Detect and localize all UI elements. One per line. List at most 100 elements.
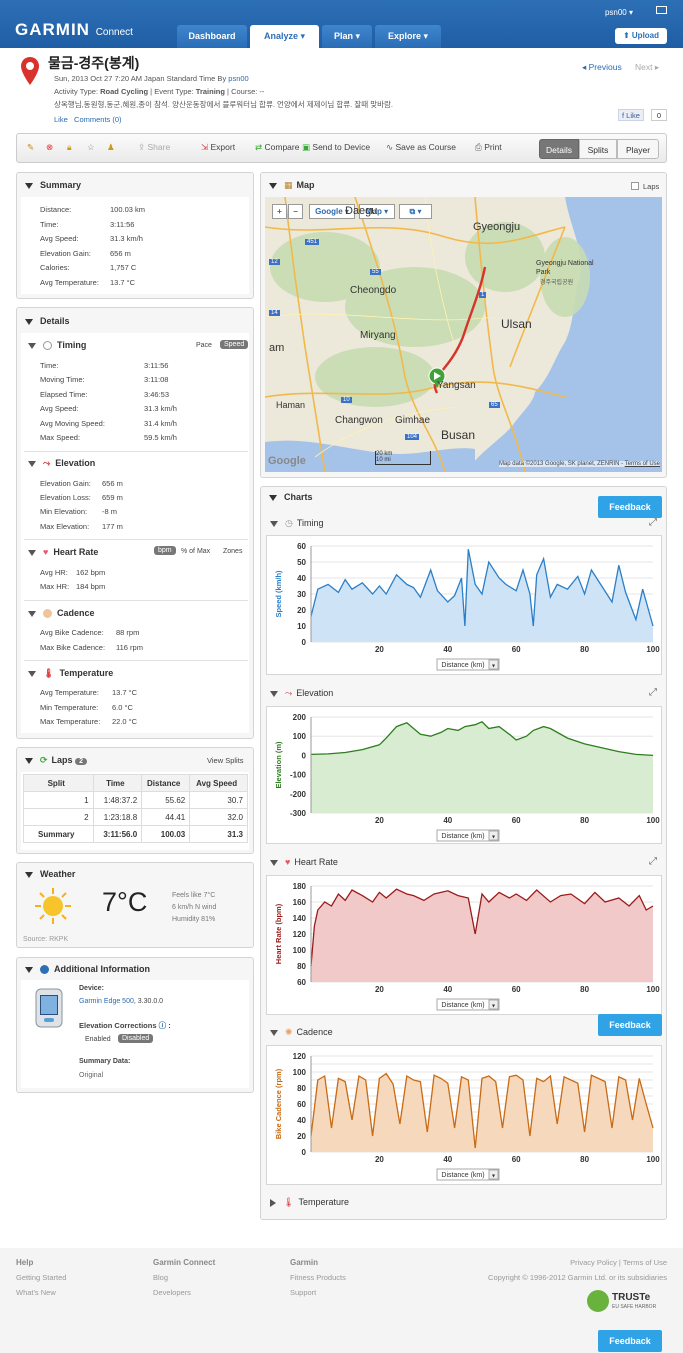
footer-link[interactable]: Blog [153,1273,169,1282]
map-type-dropdown[interactable]: Map ▾ [359,204,395,219]
weather-header[interactable]: Weather [25,869,75,879]
next-link[interactable]: Next ▸ [635,62,660,72]
summary-header[interactable]: Summary [25,180,81,190]
expand-chart-icon[interactable]: ⤢ [649,856,657,867]
heart-rate-chart[interactable]: 60 80 100 120 140 160 180 20 40 60 80 100 Heart Rate… [266,875,662,1015]
print-button[interactable]: ⎙ Print [475,142,502,152]
garmin-edge-device-icon [35,988,63,1028]
timing-section-header[interactable]: Timing [28,340,86,351]
laps-header[interactable]: ⟳ Laps 2 [25,755,87,766]
favorite-star-icon[interactable]: ☆ [87,142,95,152]
x-tick-label: 100 [646,645,660,654]
zoom-out-button[interactable]: − [288,204,303,219]
export-button[interactable]: ⇲ Export [201,142,236,152]
heart-rate-chart-header[interactable]: ♥ Heart Rate [270,857,338,867]
mail-icon[interactable] [656,6,667,14]
clock-icon: ◷ [285,518,293,528]
comments-link[interactable]: Comments (0) [74,115,122,124]
cadence-section-header[interactable]: Cadence [28,608,95,619]
elevation-disabled-option[interactable]: Disabled [118,1034,154,1043]
laps-checkbox[interactable] [631,182,639,190]
route-map[interactable]: + − Google ▾ Map ▾ ⧉ ▾ Daegu Gyeongju Gy… [265,197,662,472]
speed-toggle[interactable]: Speed [220,340,249,349]
footer-link[interactable]: Getting Started [16,1273,67,1282]
truste-seal[interactable]: TRUSTe EU SAFE HARBOR [587,1290,667,1314]
cadence-icon: ✺ [285,1027,293,1037]
elevation-section-header[interactable]: ⤳ Elevation [28,458,95,469]
table-row[interactable]: 2 1:23:18.8 44.41 32.0 [23,808,248,826]
owner-link[interactable]: psn00 [228,74,249,83]
edit-icon[interactable]: ✎ [27,142,35,152]
badge-icon[interactable]: ♟ [107,142,115,152]
feedback-button[interactable]: Feedback [598,496,662,518]
zones-toggle[interactable]: Zones [223,548,243,555]
charts-header[interactable]: Charts [269,492,313,502]
map-terms-link[interactable]: Terms of Use [624,461,660,467]
feedback-button[interactable]: Feedback [598,1014,662,1036]
footer-link[interactable]: Developers [153,1288,191,1297]
tab-details[interactable]: Details [539,139,579,159]
bpm-toggle[interactable]: bpm [154,546,176,555]
footer-link[interactable]: What's New [16,1288,56,1297]
device-link[interactable]: Garmin Edge 500 [79,998,134,1005]
expand-chart-icon[interactable]: ⤢ [649,687,657,698]
table-row[interactable]: 1 1:48:37.2 55.62 30.7 [23,791,248,809]
like-link[interactable]: Like [54,115,68,124]
upload-button[interactable]: ⬆ Upload [615,28,667,44]
y-tick-label: 40 [297,1116,306,1125]
chevron-down-icon: ▾ [492,664,495,670]
garmin-connect-logo[interactable]: GARMIN Connect [15,20,133,39]
details-header[interactable]: Details [25,316,70,326]
send-to-device-button[interactable]: ▣ Send to Device [302,142,371,152]
delete-icon[interactable]: ⊗ [46,142,54,152]
elevation-chart-header[interactable]: ⤳ Elevation [270,688,333,699]
share-button[interactable]: ⇪ Share [138,142,171,152]
feedback-button[interactable]: Feedback [598,1330,662,1352]
tab-analyze[interactable]: Analyze ▾ [250,25,319,48]
percent-max-toggle[interactable]: % of Max [181,548,211,555]
compare-button[interactable]: ⇄ Compare [255,142,300,152]
summary-value: 1,757 C [110,263,137,272]
series-line [310,888,654,967]
view-splits-link[interactable]: View Splits [207,756,244,765]
tab-player[interactable]: Player [617,139,659,159]
start-marker-icon[interactable] [428,367,446,389]
zoom-in-button[interactable]: + [272,204,287,219]
privacy-terms-links[interactable]: Privacy Policy | Terms of Use [570,1258,667,1267]
timing-chart[interactable]: 0 10 20 30 40 50 60 20 40 60 80 100 Speed (km/h) Dist… [266,535,662,675]
save-as-course-button[interactable]: ∿ Save as Course [386,142,456,152]
help-icon[interactable]: ⓘ [158,1021,167,1030]
temperature-chart-header[interactable]: 🌡︎ Temperature [270,1197,349,1208]
temperature-value: 22.0 °C [112,717,138,726]
map-provider-dropdown[interactable]: Google ▾ [309,204,355,219]
tab-plan[interactable]: Plan ▾ [322,25,372,48]
previous-link[interactable]: ◂ Previous [582,62,622,72]
map-header[interactable]: ▦ Map [269,180,315,191]
elevation-label: Elevation Loss: [40,493,91,502]
x-tick-label: 60 [512,985,521,994]
pace-toggle[interactable]: Pace [196,342,212,349]
table-cell: 3:11:56.0 [92,825,143,843]
cadence-chart[interactable]: 0 20 40 60 80 100 120 20 40 60 80 100 Bike Cadence (… [266,1045,662,1185]
device-label: Device: [79,985,104,992]
elevation-chart[interactable]: -300 -200 -100 0 100 200 20 40 60 80 100 Elevation … [266,706,662,844]
tab-explore[interactable]: Explore ▾ [375,25,441,48]
temperature-section-header[interactable]: 🌡︎ Temperature [28,668,113,679]
heart-rate-section-header[interactable]: ♥ Heart Rate [28,547,98,557]
expand-chart-icon[interactable]: ⤢ [649,517,657,528]
map-layers-dropdown[interactable]: ⧉ ▾ [399,204,432,219]
activity-title[interactable]: 물금-경주(봉계) [48,55,140,71]
additional-info-header[interactable]: Additional Information [25,964,150,975]
user-menu[interactable]: psn00 ▾ [604,8,633,17]
tab-splits[interactable]: Splits [579,139,617,159]
facebook-like-button[interactable]: f Like [618,109,644,121]
y-axis-label: Speed (km/h) [274,570,283,618]
elevation-enabled-option[interactable]: Enabled [85,1036,111,1043]
y-tick-label: 80 [297,1084,306,1093]
footer-link[interactable]: Support [290,1288,317,1297]
tab-dashboard[interactable]: Dashboard [177,25,247,48]
timing-chart-header[interactable]: ◷ Timing [270,518,324,529]
cadence-chart-header[interactable]: ✺ Cadence [270,1027,333,1038]
footer-link[interactable]: Fitness Products [290,1273,346,1282]
lock-icon[interactable]: 🔒︎ [67,142,72,152]
